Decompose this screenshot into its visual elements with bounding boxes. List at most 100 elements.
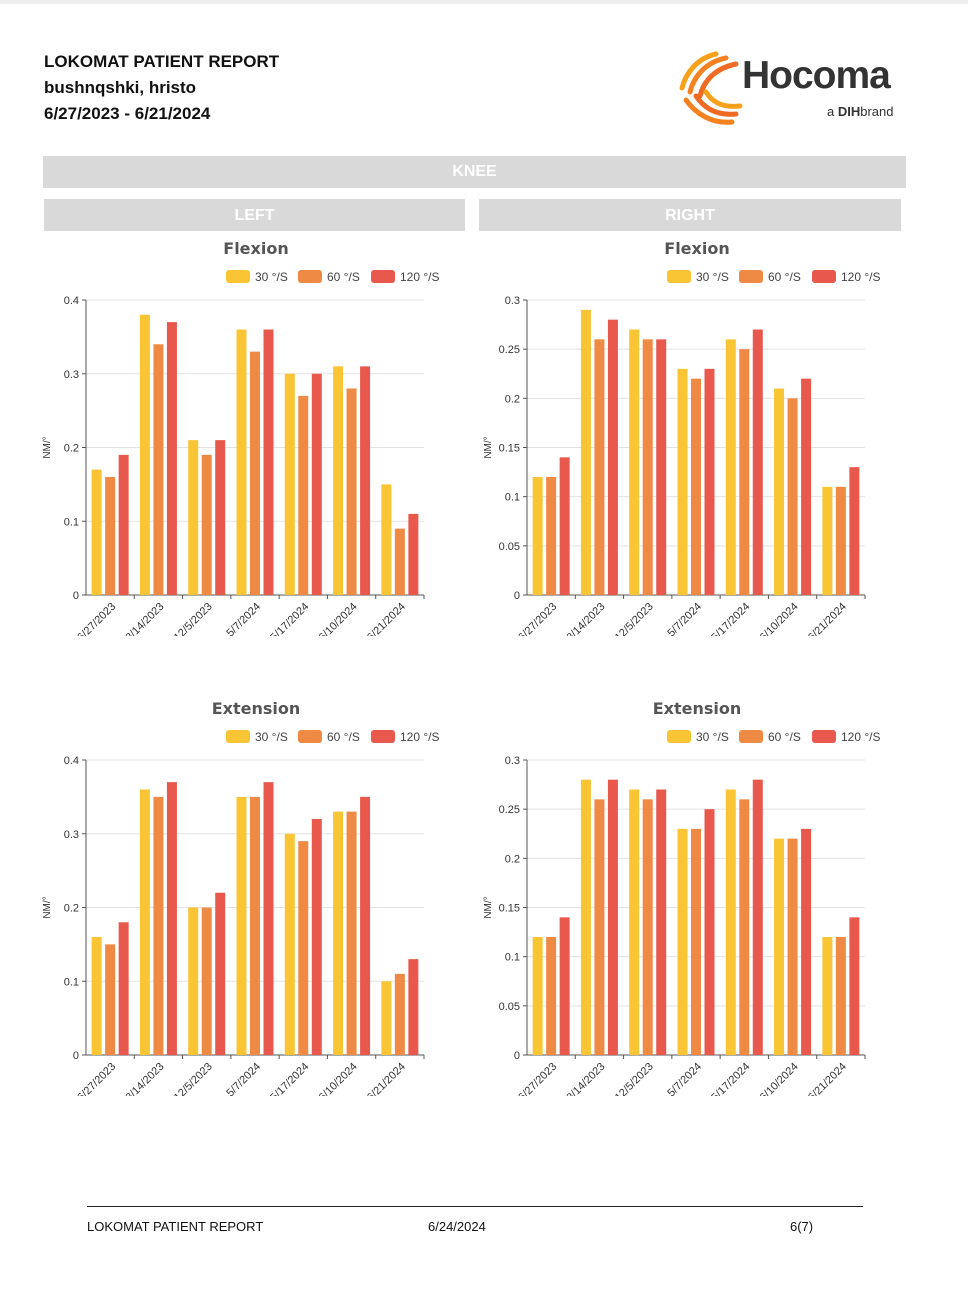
y-tick-label: 0.1 — [505, 952, 520, 964]
bar — [333, 366, 344, 595]
logo-tagline: a DIHbrand — [827, 104, 894, 119]
y-tick-label: 0 — [73, 1050, 79, 1062]
bar — [677, 828, 688, 1055]
bar — [105, 477, 116, 595]
x-tick-label: 6/27/2023 — [516, 601, 559, 636]
bar — [91, 469, 102, 595]
y-tick-label: 0.4 — [64, 295, 79, 307]
y-tick-label: 0.15 — [499, 443, 520, 455]
bar — [725, 789, 736, 1055]
bar — [629, 329, 640, 595]
bar — [311, 373, 322, 595]
x-tick-label: 6/21/2024 — [365, 601, 408, 636]
bar — [822, 486, 833, 595]
chart-svg: Flexion 30 °/S 60 °/S 120 °/S 0 0.05 0.1 0.15 0.… — [483, 239, 881, 636]
legend-swatch — [371, 730, 395, 743]
y-tick-label: 0.25 — [499, 804, 520, 816]
bar — [408, 513, 419, 595]
logo-swirl-icon — [679, 51, 743, 125]
legend-item: 120 °/S — [812, 270, 881, 284]
x-tick-label: 8/14/2023 — [123, 1061, 166, 1096]
bar — [787, 398, 798, 595]
y-axis-label: NM/° — [42, 896, 53, 918]
bar — [656, 339, 667, 595]
legend-label: 60 °/S — [768, 730, 801, 744]
y-tick-label: 0.05 — [499, 1001, 520, 1013]
bar — [532, 477, 543, 595]
legend-item: 60 °/S — [298, 270, 360, 284]
chart-title: Flexion — [664, 239, 729, 258]
bar — [360, 796, 371, 1055]
legend-label: 120 °/S — [400, 270, 440, 284]
bar — [263, 782, 274, 1055]
bar — [346, 811, 357, 1055]
y-tick-label: 0.2 — [64, 443, 79, 455]
legend-label: 30 °/S — [255, 270, 288, 284]
bar — [236, 796, 247, 1055]
bar — [704, 809, 715, 1055]
bar — [118, 454, 129, 595]
x-tick-label: 8/14/2023 — [564, 1061, 607, 1096]
legend-label: 120 °/S — [400, 730, 440, 744]
bar — [607, 319, 618, 595]
legend-swatch — [812, 730, 836, 743]
bar — [284, 833, 295, 1055]
legend-label: 60 °/S — [768, 270, 801, 284]
x-tick-label: 5/7/2024 — [224, 601, 263, 636]
legend-item: 30 °/S — [226, 730, 288, 744]
legend-swatch — [298, 730, 322, 743]
bar — [642, 799, 653, 1055]
bar — [774, 838, 785, 1055]
date-range: 6/27/2023 - 6/21/2024 — [44, 104, 211, 123]
legend-swatch — [667, 270, 691, 283]
hocoma-logo: Hocoma a DIHbrand — [676, 48, 906, 130]
bar — [725, 339, 736, 595]
y-tick-label: 0.2 — [505, 853, 520, 865]
x-tick-label: 12/5/2023 — [172, 601, 215, 636]
chart-svg: Flexion 30 °/S 60 °/S 120 °/S 0 0.1 0.2 0.3 0.4 N… — [42, 239, 440, 636]
bar — [139, 789, 150, 1055]
bar — [91, 937, 102, 1055]
legend-swatch — [739, 270, 763, 283]
x-tick-label: 5/17/2024 — [709, 1061, 752, 1096]
legend-item: 120 °/S — [371, 730, 440, 744]
bar — [166, 322, 177, 595]
bar — [153, 796, 164, 1055]
legend-item: 120 °/S — [371, 270, 440, 284]
bar — [835, 937, 846, 1055]
legend-item: 60 °/S — [739, 270, 801, 284]
bar — [532, 937, 543, 1055]
bar — [594, 339, 605, 595]
x-tick-label: 5/17/2024 — [268, 601, 311, 636]
bar — [360, 366, 371, 595]
section-band-knee: KNEE — [43, 156, 906, 188]
bar — [105, 944, 116, 1055]
bar — [381, 981, 392, 1055]
logo-wordmark: Hocoma — [742, 54, 891, 97]
x-tick-label: 6/10/2024 — [758, 601, 801, 636]
bar — [580, 779, 591, 1055]
patient-name: bushnqshki, hristo — [44, 78, 197, 97]
x-tick-label: 6/21/2024 — [806, 1061, 849, 1096]
x-tick-label: 6/27/2023 — [516, 1061, 559, 1096]
chart-right-flexion: Flexion 30 °/S 60 °/S 120 °/S 0 0.05 0.1 0.15 0.… — [477, 236, 907, 636]
x-tick-label: 5/17/2024 — [268, 1061, 311, 1096]
footer-title: LOKOMAT PATIENT REPORT — [87, 1219, 264, 1234]
bar — [801, 828, 812, 1055]
bar — [118, 922, 129, 1055]
footer-date: 6/24/2024 — [428, 1219, 486, 1234]
y-tick-label: 0.05 — [499, 541, 520, 553]
bar — [311, 819, 322, 1055]
bar — [559, 917, 570, 1055]
bar — [739, 349, 750, 595]
y-tick-label: 0.3 — [64, 829, 79, 841]
chart-svg: Extension 30 °/S 60 °/S 120 °/S 0 0.05 0.1 0.15… — [483, 699, 881, 1096]
bar — [215, 892, 226, 1055]
legend-item: 30 °/S — [226, 270, 288, 284]
x-tick-label: 6/21/2024 — [365, 1061, 408, 1096]
bar — [201, 454, 212, 595]
bar — [263, 329, 274, 595]
x-tick-label: 6/10/2024 — [317, 601, 360, 636]
y-tick-label: 0 — [514, 590, 520, 602]
bar — [559, 457, 570, 595]
